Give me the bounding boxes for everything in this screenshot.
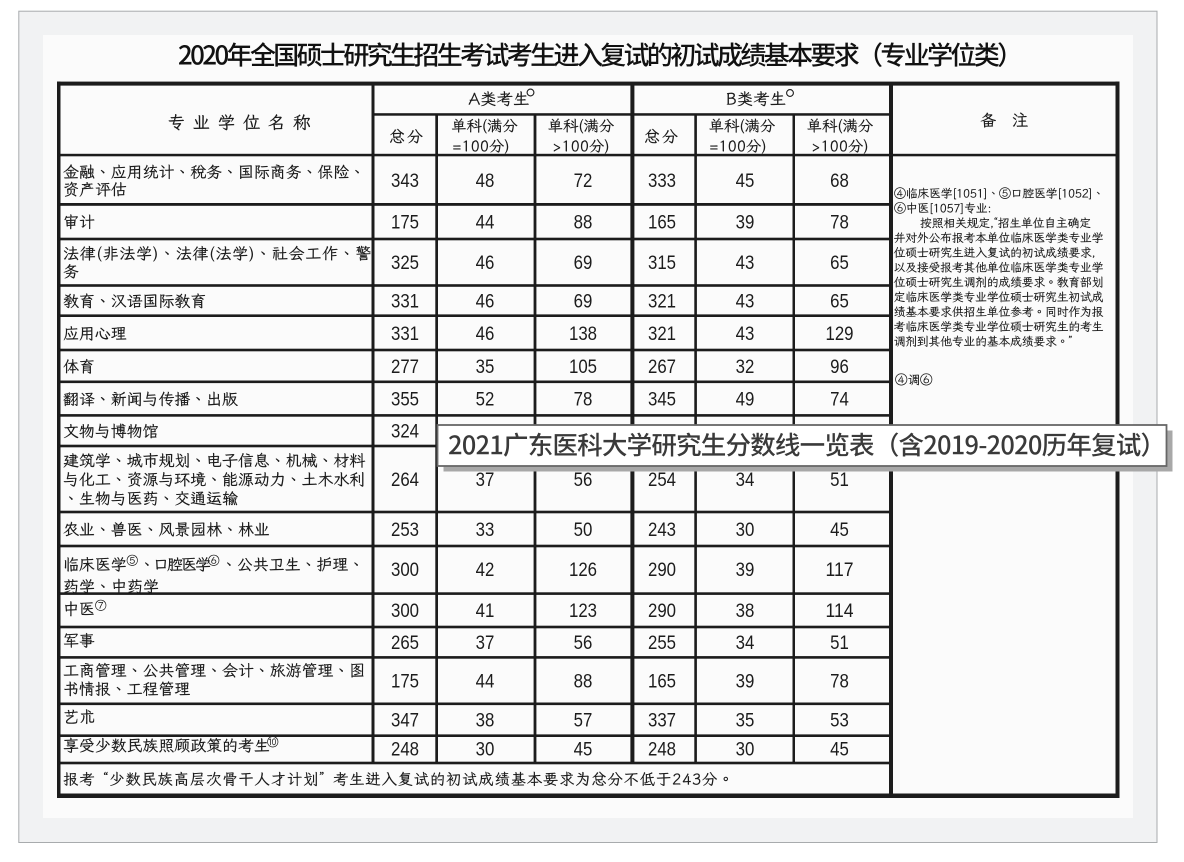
svg-text:114: 114	[825, 601, 853, 622]
svg-text:32: 32	[736, 357, 755, 378]
svg-text:253: 253	[391, 520, 419, 541]
svg-text:96: 96	[830, 357, 849, 378]
svg-text:34: 34	[736, 470, 755, 491]
svg-text:57: 57	[574, 711, 593, 732]
svg-text:37: 37	[476, 633, 495, 654]
svg-text:175: 175	[391, 671, 419, 692]
svg-text:43: 43	[736, 253, 755, 274]
svg-text:243: 243	[648, 520, 676, 541]
svg-text:88: 88	[574, 212, 593, 233]
svg-text:65: 65	[830, 253, 849, 274]
svg-text:72: 72	[574, 171, 593, 192]
svg-text:39: 39	[736, 560, 755, 581]
svg-text:300: 300	[391, 560, 419, 581]
svg-text:343: 343	[391, 171, 419, 192]
svg-text:105: 105	[569, 357, 597, 378]
svg-text:265: 265	[391, 633, 419, 654]
svg-text:78: 78	[830, 212, 849, 233]
svg-text:347: 347	[391, 711, 419, 732]
svg-text:315: 315	[648, 253, 676, 274]
svg-text:138: 138	[569, 324, 597, 345]
svg-text:46: 46	[476, 253, 495, 274]
svg-text:69: 69	[574, 253, 593, 274]
svg-text:38: 38	[736, 601, 755, 622]
svg-text:325: 325	[391, 253, 419, 274]
svg-text:248: 248	[391, 739, 419, 760]
svg-text:321: 321	[648, 291, 676, 312]
svg-text:30: 30	[476, 739, 495, 760]
svg-text:30: 30	[736, 739, 755, 760]
svg-text:50: 50	[574, 520, 593, 541]
svg-text:337: 337	[648, 711, 676, 732]
svg-text:56: 56	[574, 470, 593, 491]
svg-text:129: 129	[825, 324, 853, 345]
svg-text:175: 175	[391, 212, 419, 233]
svg-text:34: 34	[736, 633, 755, 654]
svg-text:333: 333	[648, 171, 676, 192]
svg-text:49: 49	[736, 389, 755, 410]
svg-text:39: 39	[736, 212, 755, 233]
svg-text:45: 45	[830, 520, 849, 541]
svg-text:56: 56	[574, 633, 593, 654]
svg-text:267: 267	[648, 357, 676, 378]
svg-text:355: 355	[391, 389, 419, 410]
svg-text:255: 255	[648, 633, 676, 654]
svg-text:42: 42	[476, 560, 495, 581]
svg-text:331: 331	[391, 291, 419, 312]
svg-text:37: 37	[476, 470, 495, 491]
svg-text:41: 41	[476, 601, 495, 622]
svg-text:44: 44	[476, 671, 495, 692]
svg-text:345: 345	[648, 389, 676, 410]
svg-text:117: 117	[825, 560, 853, 581]
svg-text:165: 165	[648, 671, 676, 692]
svg-text:78: 78	[830, 671, 849, 692]
svg-text:44: 44	[476, 212, 495, 233]
svg-text:68: 68	[830, 171, 849, 192]
svg-text:78: 78	[574, 389, 593, 410]
svg-text:165: 165	[648, 212, 676, 233]
svg-text:51: 51	[830, 633, 849, 654]
svg-text:35: 35	[736, 711, 755, 732]
svg-text:290: 290	[648, 560, 676, 581]
svg-text:46: 46	[476, 324, 495, 345]
svg-text:53: 53	[830, 711, 849, 732]
svg-text:65: 65	[830, 291, 849, 312]
svg-text:300: 300	[391, 601, 419, 622]
svg-text:88: 88	[574, 671, 593, 692]
svg-text:48: 48	[476, 171, 495, 192]
svg-text:254: 254	[648, 470, 676, 491]
svg-text:126: 126	[569, 560, 597, 581]
svg-text:39: 39	[736, 671, 755, 692]
svg-text:277: 277	[391, 357, 419, 378]
svg-text:46: 46	[476, 291, 495, 312]
svg-text:321: 321	[648, 324, 676, 345]
svg-text:248: 248	[648, 739, 676, 760]
svg-text:51: 51	[830, 470, 849, 491]
svg-text:45: 45	[574, 739, 593, 760]
svg-text:45: 45	[736, 171, 755, 192]
svg-text:45: 45	[830, 739, 849, 760]
svg-text:52: 52	[476, 389, 495, 410]
svg-text:35: 35	[476, 357, 495, 378]
svg-text:33: 33	[476, 520, 495, 541]
svg-text:264: 264	[391, 470, 419, 491]
svg-text:43: 43	[736, 324, 755, 345]
svg-text:331: 331	[391, 324, 419, 345]
svg-text:324: 324	[391, 422, 419, 443]
svg-text:43: 43	[736, 291, 755, 312]
svg-text:123: 123	[569, 601, 597, 622]
svg-text:38: 38	[476, 711, 495, 732]
svg-text:74: 74	[830, 389, 849, 410]
svg-text:290: 290	[648, 601, 676, 622]
svg-text:69: 69	[574, 291, 593, 312]
svg-text:30: 30	[736, 520, 755, 541]
